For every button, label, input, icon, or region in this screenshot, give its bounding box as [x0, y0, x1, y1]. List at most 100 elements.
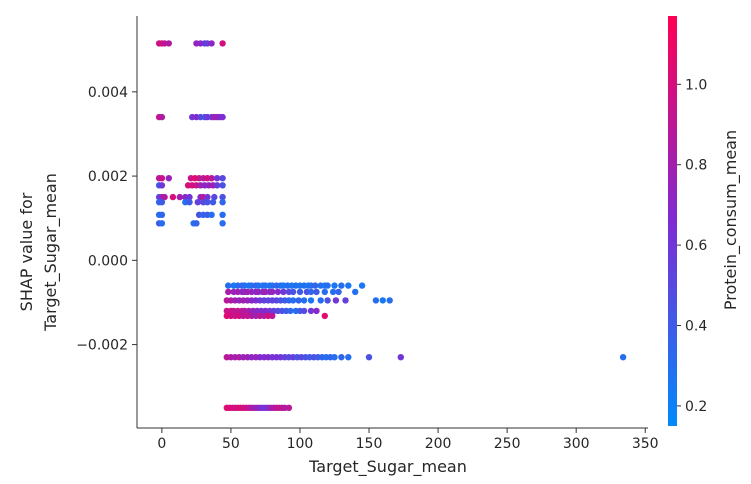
y-tick-label: −0.002 — [76, 338, 128, 354]
data-point — [296, 288, 304, 296]
data-point — [219, 193, 226, 201]
data-point — [324, 297, 331, 304]
y-tick-label: 0.002 — [88, 169, 128, 185]
x-axis-ticks: 0 50 100 150 200 250 300 350 — [157, 428, 659, 452]
data-point — [274, 288, 282, 296]
y-axis-label-line-2: Target_Sugar_mean — [41, 173, 61, 332]
data-point — [158, 113, 166, 121]
x-tick-label: 150 — [356, 436, 383, 452]
y-axis-ticks: 0.004 0.002 0.000 −0.002 — [76, 85, 137, 354]
data-point — [158, 220, 166, 227]
data-point — [219, 182, 226, 189]
data-point — [329, 288, 337, 296]
data-point — [204, 199, 211, 206]
x-tick-label: 200 — [425, 436, 452, 452]
x-axis-label: Target_Sugar_mean — [308, 457, 467, 477]
data-point — [345, 354, 352, 361]
x-tick-label: 100 — [287, 436, 314, 452]
data-point — [209, 199, 217, 206]
y-tick-label: 0.004 — [88, 85, 128, 101]
data-point — [285, 404, 293, 411]
data-point — [219, 199, 226, 206]
colorbar-ticks: 0.2 0.4 0.6 0.8 1.0 — [677, 77, 707, 415]
data-point — [372, 297, 380, 304]
data-point — [321, 288, 328, 296]
data-point — [365, 354, 373, 361]
data-point — [269, 288, 276, 296]
data-point — [331, 354, 338, 361]
colorbar-label: Protein_consum_mean — [721, 130, 741, 310]
colorbar — [668, 16, 677, 426]
data-point — [169, 193, 177, 201]
data-point — [158, 182, 166, 189]
data-point — [225, 282, 232, 289]
x-tick-label: 350 — [632, 436, 659, 452]
data-point — [312, 282, 319, 289]
x-tick-label: 250 — [494, 436, 521, 452]
x-tick-label: 0 — [157, 436, 166, 452]
y-tick-label: 0.000 — [88, 253, 128, 269]
data-point — [204, 193, 211, 201]
data-point — [317, 297, 324, 304]
data-point — [219, 113, 226, 121]
data-point — [335, 288, 342, 296]
data-point — [307, 307, 315, 315]
data-point — [193, 220, 200, 227]
data-point — [289, 297, 297, 304]
data-point — [332, 297, 340, 304]
data-point — [307, 297, 315, 304]
data-point — [289, 288, 297, 296]
data-point — [324, 282, 331, 289]
data-point — [225, 288, 232, 296]
data-point — [352, 288, 359, 296]
data-point — [194, 199, 201, 206]
data-point — [331, 282, 338, 289]
data-point — [386, 297, 393, 304]
data-point — [300, 297, 308, 304]
data-point — [176, 193, 183, 201]
data-point — [338, 354, 345, 361]
data-point — [211, 193, 218, 201]
data-point — [313, 307, 320, 315]
data-point — [213, 175, 221, 182]
colorbar-tick-label: 0.4 — [685, 319, 707, 335]
data-point — [158, 175, 166, 182]
data-point — [158, 211, 166, 218]
data-point — [358, 282, 366, 289]
data-point — [186, 199, 193, 206]
data-point — [300, 307, 308, 315]
scatter-points — [155, 40, 627, 411]
x-tick-label: 300 — [563, 436, 590, 452]
data-point — [219, 211, 226, 218]
colorbar-tick-label: 0.6 — [685, 238, 707, 254]
data-point — [287, 307, 294, 315]
data-point — [342, 297, 349, 304]
data-point — [295, 297, 302, 304]
x-tick-label: 50 — [222, 436, 240, 452]
colorbar-tick-label: 1.0 — [685, 77, 707, 93]
data-point — [186, 193, 193, 201]
data-point — [269, 312, 276, 320]
data-point — [208, 175, 215, 182]
data-point — [161, 193, 168, 201]
data-point — [397, 354, 404, 361]
data-point — [307, 288, 315, 296]
data-point — [219, 175, 226, 182]
y-axis-label-line-1: SHAP value for — [17, 192, 36, 311]
colorbar-tick-label: 0.8 — [685, 158, 707, 174]
data-point — [208, 40, 215, 47]
y-axis-label: SHAP value for Target_Sugar_mean — [17, 173, 61, 332]
data-point — [338, 282, 345, 289]
data-point — [219, 40, 226, 47]
data-point — [321, 312, 328, 320]
data-point — [345, 282, 352, 289]
colorbar-tick-label: 0.2 — [685, 399, 707, 415]
data-point — [165, 40, 172, 47]
data-point — [213, 182, 221, 189]
data-point — [158, 199, 166, 206]
data-point — [619, 354, 627, 361]
data-point — [313, 288, 320, 296]
data-point — [280, 288, 287, 296]
data-point — [219, 220, 226, 227]
